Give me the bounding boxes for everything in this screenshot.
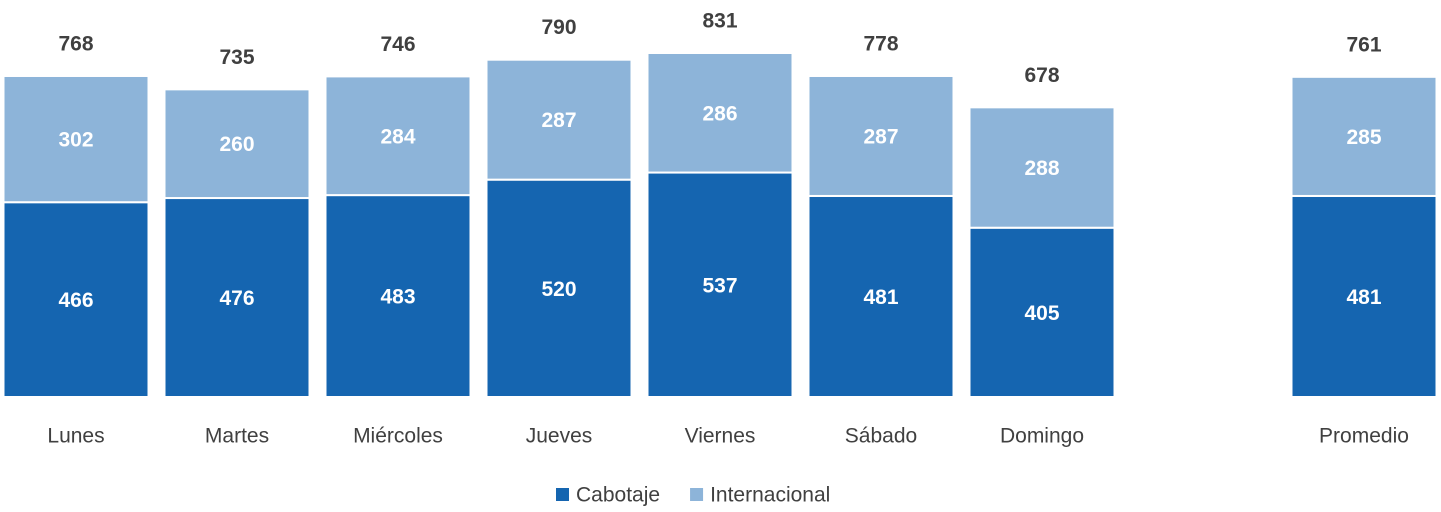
legend-swatch [556, 488, 569, 501]
bar-segment [2, 201, 150, 398]
data-label: 466 [58, 289, 93, 312]
data-label: 537 [702, 274, 737, 297]
total-label: 735 [219, 46, 254, 69]
legend-label: Internacional [710, 484, 830, 507]
bar-segment [324, 194, 472, 398]
data-label: 481 [1346, 286, 1381, 309]
bar-segment [968, 226, 1116, 398]
total-label: 790 [541, 16, 576, 39]
total-label: 678 [1024, 64, 1059, 87]
bar-segment [485, 178, 633, 398]
data-label: 287 [863, 126, 898, 149]
data-label: 286 [702, 102, 737, 125]
bar-segment [968, 106, 1116, 229]
total-label: 778 [863, 33, 898, 56]
bar-segment [485, 58, 633, 181]
x-tick-label: Lunes [47, 425, 104, 448]
bar-segment [646, 171, 794, 398]
data-label: 284 [380, 125, 415, 148]
bar-segment [1290, 75, 1438, 197]
bar-segment [1290, 194, 1438, 398]
x-tick-label: Jueves [526, 425, 593, 448]
total-label: 768 [58, 33, 93, 56]
bar-segment [646, 52, 794, 174]
bar-segment [807, 74, 955, 197]
legend-swatch [690, 488, 704, 501]
bar-segment [324, 75, 472, 197]
data-label: 260 [219, 133, 254, 156]
total-label: 746 [380, 33, 415, 56]
data-label: 287 [541, 109, 576, 132]
total-label: 761 [1346, 33, 1381, 56]
bar-segment [2, 74, 150, 204]
data-label: 483 [380, 286, 415, 309]
bar-segment [807, 194, 955, 398]
data-label: 288 [1024, 157, 1059, 180]
legend-label: Cabotaje [576, 484, 660, 507]
data-label: 520 [541, 278, 576, 301]
x-tick-label: Promedio [1319, 425, 1409, 448]
x-tick-label: Viernes [685, 425, 756, 448]
data-label: 302 [58, 129, 93, 152]
data-label: 481 [863, 286, 898, 309]
x-tick-label: Domingo [1000, 425, 1084, 448]
bar-segment [163, 88, 311, 200]
x-tick-label: Martes [205, 425, 269, 448]
x-tick-label: Sábado [845, 425, 917, 448]
data-label: 405 [1024, 302, 1059, 325]
x-tick-label: Miércoles [353, 425, 443, 448]
total-label: 831 [702, 10, 737, 33]
data-label: 476 [219, 287, 254, 310]
data-label: 285 [1346, 126, 1381, 149]
